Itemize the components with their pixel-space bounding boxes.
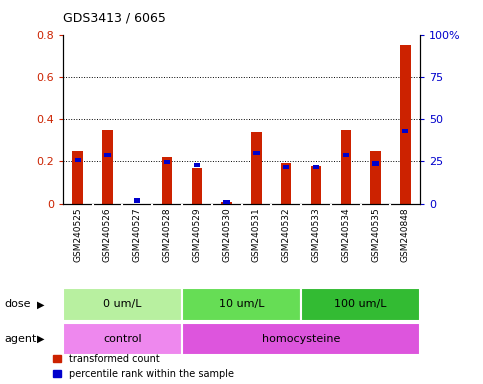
Text: GSM240531: GSM240531 xyxy=(252,208,261,262)
Bar xyxy=(104,153,111,157)
Text: control: control xyxy=(103,334,142,344)
Bar xyxy=(72,151,83,204)
Bar xyxy=(164,160,170,164)
Text: GDS3413 / 6065: GDS3413 / 6065 xyxy=(63,12,166,25)
Text: GSM240528: GSM240528 xyxy=(163,208,171,262)
Text: GSM240532: GSM240532 xyxy=(282,208,291,262)
Bar xyxy=(63,323,182,355)
Text: GSM240530: GSM240530 xyxy=(222,208,231,262)
Bar xyxy=(400,45,411,204)
Bar xyxy=(194,163,200,167)
Text: GSM240525: GSM240525 xyxy=(73,208,82,262)
Text: homocysteine: homocysteine xyxy=(262,334,340,344)
Bar xyxy=(253,151,259,156)
Bar xyxy=(342,153,349,157)
Bar xyxy=(341,130,351,204)
Bar xyxy=(372,161,379,166)
Bar xyxy=(283,165,289,169)
Text: dose: dose xyxy=(5,299,31,310)
Bar xyxy=(162,157,172,204)
Bar xyxy=(74,158,81,162)
Text: 100 um/L: 100 um/L xyxy=(334,299,387,310)
Bar xyxy=(370,151,381,204)
Bar xyxy=(301,288,420,321)
Bar xyxy=(182,288,301,321)
Text: GSM240534: GSM240534 xyxy=(341,208,350,262)
Text: GSM240526: GSM240526 xyxy=(103,208,112,262)
Bar xyxy=(251,132,262,204)
Bar xyxy=(63,288,182,321)
Text: agent: agent xyxy=(5,334,37,344)
Bar xyxy=(182,323,420,355)
Bar xyxy=(224,200,230,204)
Bar xyxy=(402,129,409,133)
Text: GSM240848: GSM240848 xyxy=(401,208,410,262)
Text: GSM240527: GSM240527 xyxy=(133,208,142,262)
Text: 0 um/L: 0 um/L xyxy=(103,299,142,310)
Text: GSM240533: GSM240533 xyxy=(312,208,320,262)
Text: ▶: ▶ xyxy=(37,299,45,310)
Bar xyxy=(281,164,291,204)
Bar xyxy=(313,165,319,169)
Text: GSM240535: GSM240535 xyxy=(371,208,380,262)
Bar xyxy=(102,130,113,204)
Bar xyxy=(192,168,202,204)
Bar xyxy=(221,202,232,204)
Bar xyxy=(134,199,141,203)
Text: ▶: ▶ xyxy=(37,334,45,344)
Legend: transformed count, percentile rank within the sample: transformed count, percentile rank withi… xyxy=(53,354,234,379)
Bar xyxy=(311,166,321,204)
Text: GSM240529: GSM240529 xyxy=(192,208,201,262)
Text: 10 um/L: 10 um/L xyxy=(219,299,264,310)
